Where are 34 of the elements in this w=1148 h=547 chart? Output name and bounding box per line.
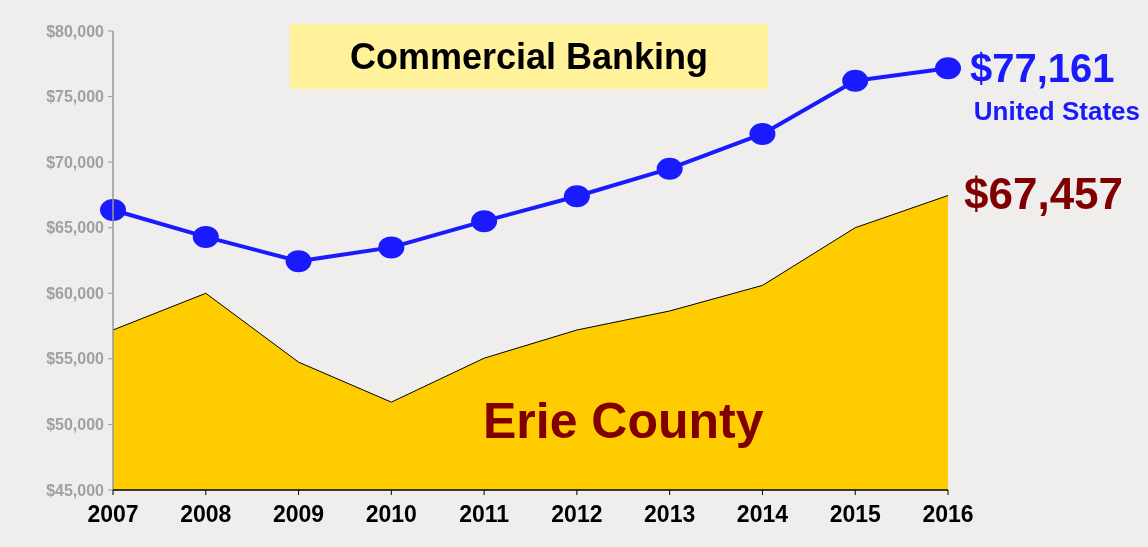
x-tick-label: 2011: [459, 501, 510, 527]
point: [100, 199, 126, 222]
y-tick-label: $55,000: [46, 350, 105, 368]
point: [935, 57, 961, 80]
x-tick-label: 2010: [365, 501, 417, 527]
y-tick-label: $80,000: [46, 22, 105, 40]
x-tick-label: 2015: [829, 501, 882, 527]
point: [285, 250, 312, 273]
x-tick-label: 2014: [736, 501, 789, 527]
point: [749, 122, 776, 145]
title-box: Commercial Banking: [290, 24, 768, 89]
x-tick-label: 2012: [551, 501, 603, 527]
y-tick-label: $65,000: [46, 219, 105, 237]
series-label: United States: [973, 96, 1140, 127]
data-label: $77,161: [970, 46, 1115, 91]
x-tick-label: 2013: [644, 501, 696, 527]
point: [471, 210, 498, 233]
y-tick-label: $50,000: [46, 416, 105, 434]
point: [656, 157, 683, 180]
x-tick-label: 2008: [180, 501, 232, 527]
y-tick-label: $45,000: [46, 481, 105, 499]
point: [378, 236, 405, 259]
x-tick-label: 2016: [922, 501, 974, 527]
y-tick-label: $70,000: [46, 153, 105, 171]
y-tick-label: $75,000: [46, 88, 105, 106]
y-tick-label: $60,000: [46, 284, 105, 302]
point: [842, 69, 869, 92]
point: [563, 185, 590, 208]
x-tick-label: 2009: [272, 501, 325, 527]
x-tick-label: 2007: [87, 501, 139, 527]
chart-title: Commercial Banking: [349, 35, 709, 77]
data-label: $67,457: [964, 169, 1124, 219]
point: [192, 225, 219, 248]
series-label: Erie County: [482, 393, 764, 450]
